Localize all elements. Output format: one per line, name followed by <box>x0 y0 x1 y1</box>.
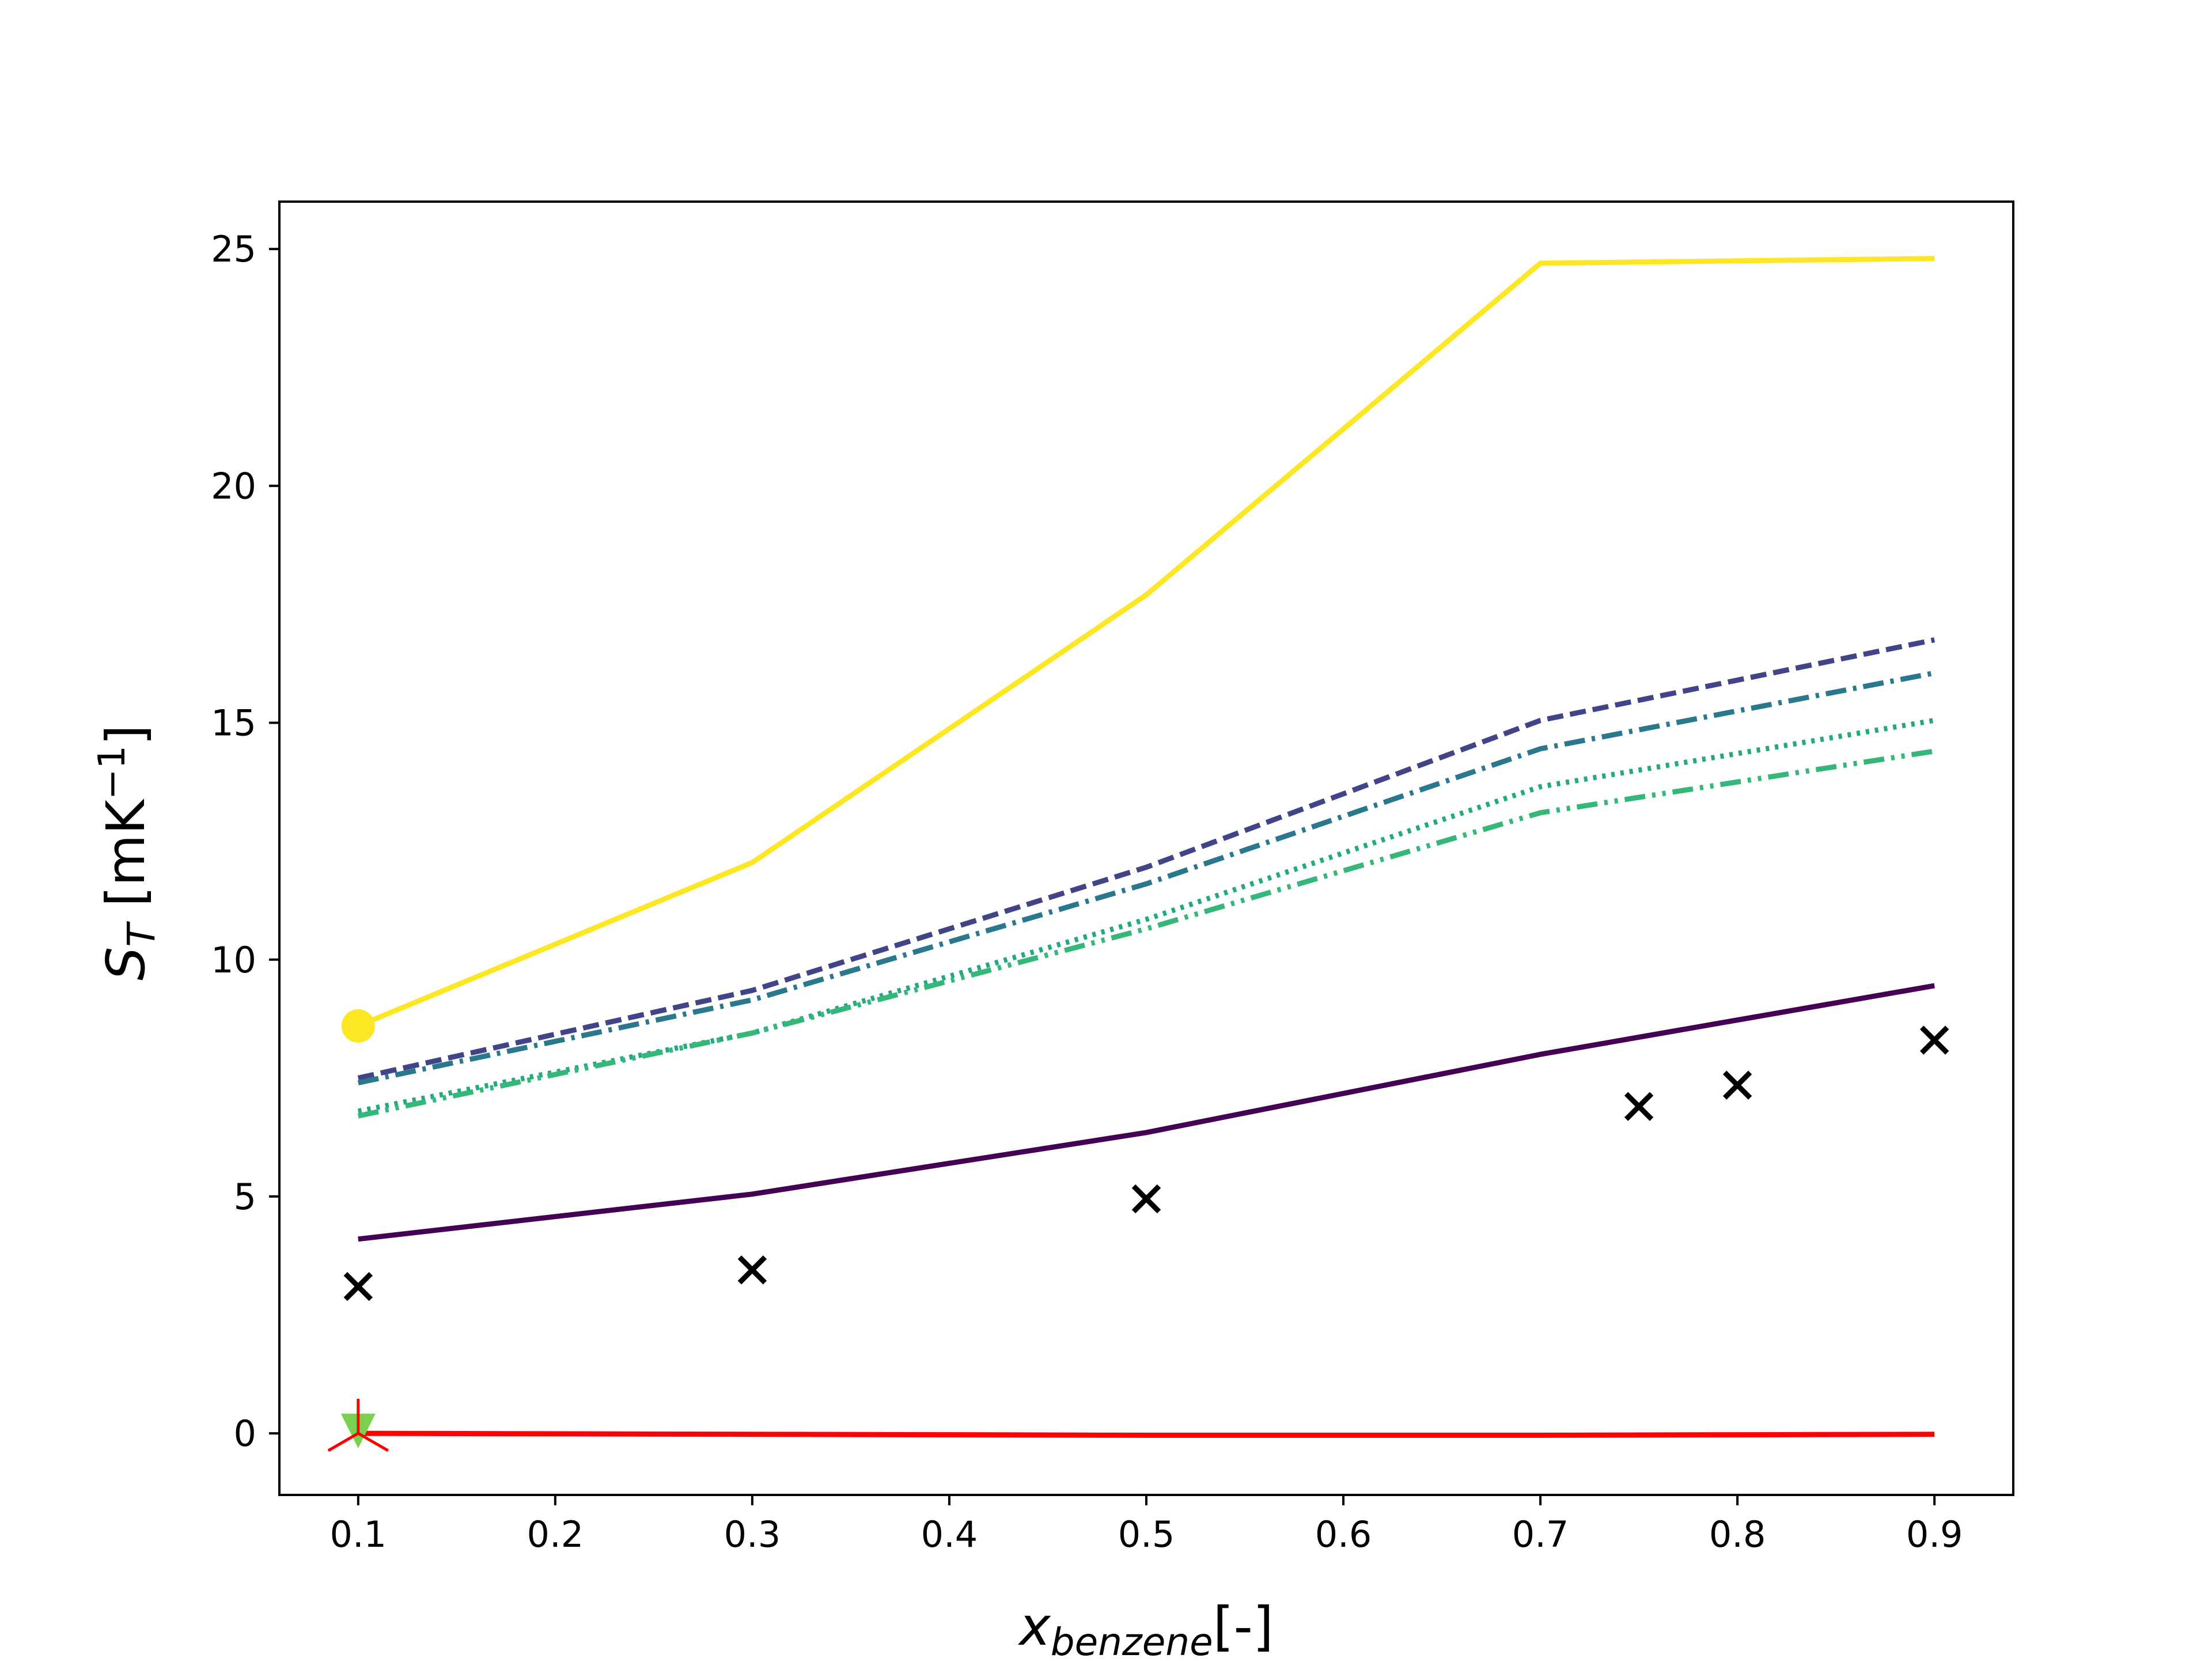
x-marker-stroke <box>1722 1070 1752 1100</box>
series-line-0 <box>357 256 1935 1029</box>
series-line-3 <box>357 670 1936 1086</box>
y-tick-label: 0 <box>234 1413 256 1455</box>
x-tick-label: 0.2 <box>527 1513 584 1555</box>
series-line-4 <box>357 718 1935 1114</box>
x-tick-label: 0.5 <box>1118 1513 1175 1555</box>
series-point-tri-star <box>327 1399 389 1452</box>
y-tick-label: 10 <box>211 939 256 981</box>
y-tick-label: 20 <box>211 465 256 507</box>
x-marker-stroke <box>343 1271 373 1301</box>
x-tick-label: 0.9 <box>1906 1513 1963 1555</box>
tri-star-arm <box>357 1432 389 1452</box>
x-marker-stroke <box>1131 1184 1161 1214</box>
series-line-2 <box>357 637 1936 1081</box>
axis-ticks: 0.1 0.2 0.3 0.4 0.5 0.6 0.7 0.8 0.9 0 5 10 15 20 25 <box>211 228 1963 1555</box>
experimental-point <box>1919 1025 1949 1055</box>
series-line-6 <box>358 1430 1935 1438</box>
x-axis-label: xbenzene[-] <box>1017 1596 1273 1659</box>
axes-frame <box>278 200 2014 1496</box>
plot-area <box>327 256 1949 1452</box>
x-marker-stroke <box>737 1255 767 1285</box>
experimental-point <box>1624 1092 1654 1121</box>
y-tick-label: 5 <box>234 1176 256 1218</box>
x-tick-label: 0.6 <box>1315 1513 1372 1555</box>
tri-star-arm <box>327 1432 359 1452</box>
x-marker-stroke <box>1624 1092 1654 1121</box>
experimental-point <box>1722 1070 1752 1100</box>
experimental-point <box>1131 1184 1161 1214</box>
y-tick-label: 15 <box>211 702 256 744</box>
series-point-circle <box>341 1009 375 1043</box>
x-tick-label: 0.1 <box>330 1513 387 1555</box>
experimental-point <box>737 1255 767 1285</box>
y-tick-label: 25 <box>211 228 256 270</box>
x-tick-label: 0.7 <box>1512 1513 1569 1555</box>
x-marker-stroke <box>1919 1025 1949 1055</box>
series-line-1 <box>358 983 1935 1242</box>
experimental-point <box>343 1271 373 1301</box>
x-tick-label: 0.4 <box>921 1513 978 1555</box>
x-tick-label: 0.8 <box>1709 1513 1766 1555</box>
x-tick-label: 0.3 <box>724 1513 781 1555</box>
y-axis-label: ST [mK−1] <box>91 725 164 980</box>
